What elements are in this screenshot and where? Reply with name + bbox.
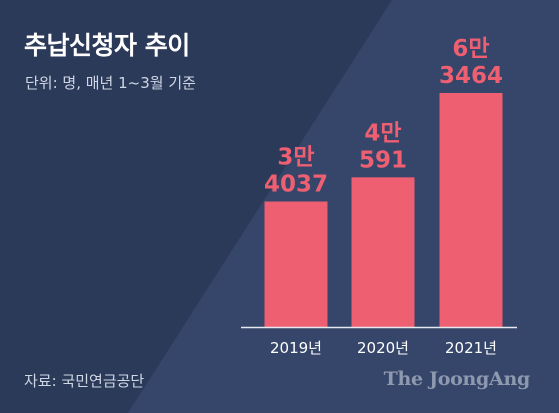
bar-2019년	[264, 201, 328, 327]
data-label-2019년-line2: 4037	[264, 172, 328, 198]
x-tick-label-2020년: 2020년	[357, 339, 409, 357]
data-label-2020년-line1: 4만	[364, 120, 401, 146]
data-label-2019년-line1: 3만	[277, 145, 314, 171]
bar-2020년	[351, 177, 415, 327]
x-tick-labels-group: 2019년 2020년 2021년	[270, 339, 497, 357]
source-note: 자료: 국민연금공단	[24, 372, 145, 390]
brand-logo: The JoongAng	[383, 368, 531, 390]
data-label-2021년-line2: 3464	[439, 63, 503, 89]
x-tick-label-2021년: 2021년	[445, 339, 497, 357]
data-label-2020년-line2: 591	[359, 147, 407, 173]
chart-subtitle: 단위: 명, 매년 1~3월 기준	[25, 74, 196, 92]
bars-group	[264, 93, 503, 327]
x-tick-label-2019년: 2019년	[270, 339, 322, 357]
bar-2021년	[439, 93, 503, 327]
chart-title: 추납신청자 추이	[24, 31, 190, 60]
data-label-2021년-line1: 6만	[452, 36, 489, 62]
